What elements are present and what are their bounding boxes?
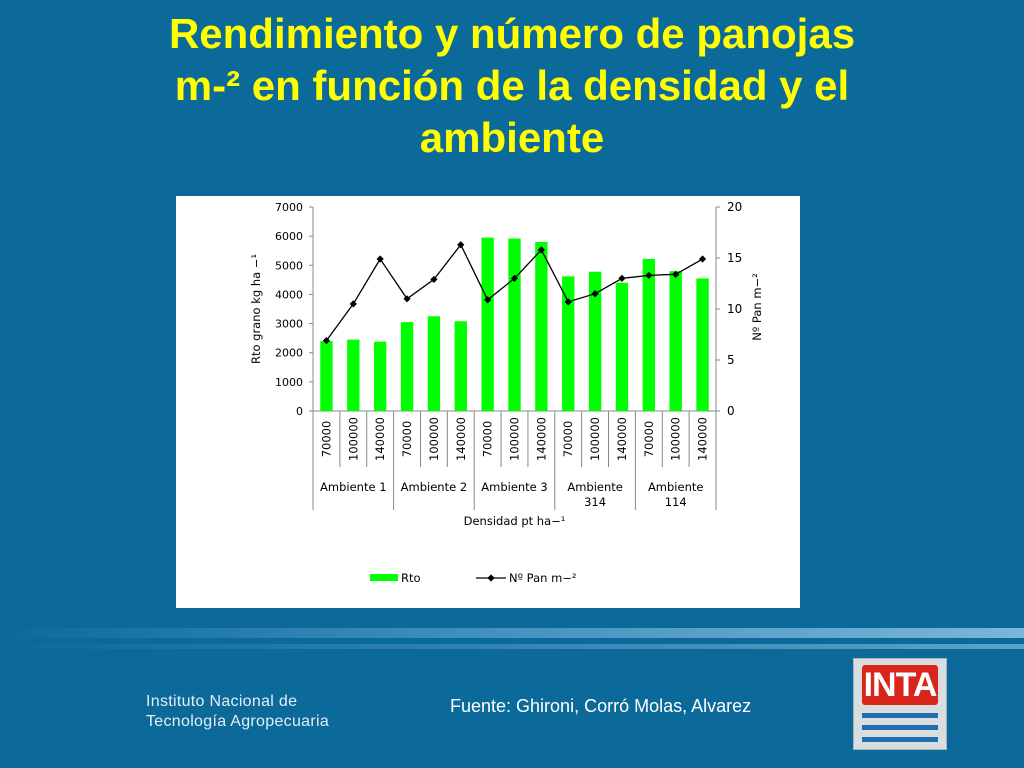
bar-rto: [454, 321, 467, 411]
category-label: 70000: [319, 421, 333, 458]
y2-tick-label: 20: [727, 200, 742, 214]
institute-line-2: Tecnología Agropecuaria: [146, 713, 330, 730]
marker-npan: [591, 290, 599, 298]
marker-npan: [430, 275, 438, 284]
legend-label-npan: Nº Pan m−²: [509, 571, 577, 585]
marker-npan: [645, 271, 653, 279]
bar-rto: [562, 276, 575, 411]
marker-npan: [376, 255, 384, 263]
bar-rto: [400, 322, 414, 411]
bar-rto: [481, 237, 494, 411]
inta-logo: INTA: [853, 658, 947, 750]
marker-npan: [484, 296, 492, 304]
group-label: Ambiente 3: [481, 480, 547, 494]
institute-name: Instituto Nacional de Tecnología Agropec…: [146, 692, 329, 732]
marker-npan: [618, 274, 626, 282]
title-line-1: Rendimiento y número de panojas: [168, 10, 856, 57]
legend-swatch-rto: [370, 574, 398, 581]
marker-npan: [457, 241, 465, 249]
combo-chart: 0100020003000400050006000700005101520Rto…: [249, 200, 764, 585]
marker-npan: [537, 246, 545, 254]
category-label: 140000: [696, 417, 710, 461]
y2-tick-label: 0: [727, 404, 735, 418]
bar-rto: [347, 339, 360, 411]
category-label: 100000: [346, 417, 360, 461]
bar-rto: [427, 316, 441, 411]
bar-rto: [320, 341, 333, 411]
category-label: 140000: [615, 417, 629, 461]
title-line-2: m-² en función de la densidad y el: [174, 62, 850, 109]
marker-npan: [698, 255, 707, 263]
marker-npan: [564, 298, 572, 306]
inta-logo-stripe: [862, 713, 938, 718]
source-caption: Fuente: Ghironi, Corró Molas, Alvarez: [450, 696, 752, 716]
y-axis-title: Rto grano kg ha −¹: [249, 254, 263, 364]
category-label: 70000: [642, 421, 656, 458]
category-label: 140000: [373, 417, 387, 461]
inta-logo-text: INTA: [863, 666, 938, 704]
category-label: 140000: [454, 417, 468, 461]
category-label: 100000: [669, 417, 683, 461]
bar-rto: [373, 341, 387, 411]
inta-logo-red-block: [862, 665, 938, 705]
y-tick-label: 3000: [275, 318, 303, 331]
bar-rto: [642, 258, 656, 411]
y-tick-label: 0: [296, 405, 303, 418]
y-tick-label: 1000: [275, 376, 303, 389]
group-label: 114: [665, 495, 687, 509]
decorative-stripe-thin: [0, 644, 1024, 649]
slide-title: Rendimiento y número de panojas m-² en f…: [40, 8, 984, 164]
group-label: Ambiente: [648, 480, 704, 494]
bar-rto: [696, 278, 709, 411]
chart-panel: 0 1000 2000 3000 4000 5000 6000 7000 0 5 10 15 20 Rto…: [176, 196, 800, 608]
title-line-3: ambiente: [419, 114, 605, 161]
bar-rto: [508, 238, 521, 411]
institute-line-1: Instituto Nacional de: [146, 693, 298, 710]
y-tick-label: 6000: [275, 230, 303, 243]
y-tick-label: 5000: [275, 259, 303, 272]
group-label: Ambiente 1: [320, 480, 386, 494]
bar-rto: [669, 271, 682, 411]
category-label: 70000: [481, 421, 495, 458]
bar-rto: [588, 271, 602, 411]
category-label: 70000: [561, 421, 575, 458]
y2-axis-title: Nº Pan m−²: [750, 273, 764, 341]
legend-label-rto: Rto: [401, 571, 421, 585]
marker-npan: [672, 270, 680, 278]
category-label: 100000: [508, 417, 522, 461]
bar-rto: [615, 282, 629, 411]
group-label: Ambiente: [567, 480, 623, 494]
legend-swatch-marker: [487, 574, 495, 582]
category-label: 100000: [427, 417, 441, 461]
y-tick-label: 7000: [275, 201, 303, 214]
group-label: Ambiente 2: [401, 480, 467, 494]
category-label: 100000: [588, 417, 602, 461]
y2-tick-label: 5: [727, 353, 735, 367]
inta-logo-stripe: [862, 737, 938, 742]
inta-logo-stripe: [862, 725, 938, 730]
category-label: 70000: [400, 421, 414, 458]
group-label: 314: [584, 495, 606, 509]
bar-rto: [535, 241, 548, 411]
decorative-stripe: [0, 628, 1024, 638]
y-tick-label: 4000: [275, 288, 303, 301]
category-label: 140000: [534, 417, 548, 461]
y2-tick-label: 15: [727, 251, 742, 265]
y-tick-label: 2000: [275, 347, 303, 360]
x-axis-title: Densidad pt ha−¹: [464, 514, 566, 528]
y2-tick-label: 10: [727, 302, 742, 316]
